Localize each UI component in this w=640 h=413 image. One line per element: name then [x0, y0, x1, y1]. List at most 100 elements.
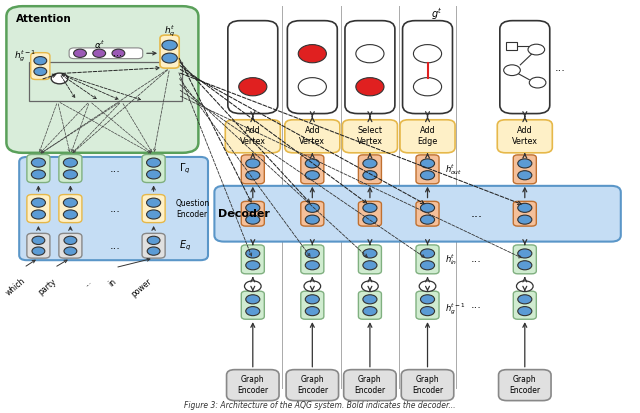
Circle shape	[516, 281, 533, 292]
Circle shape	[518, 306, 532, 316]
Circle shape	[529, 77, 546, 88]
FancyBboxPatch shape	[513, 291, 536, 319]
Text: ...: ...	[113, 48, 122, 58]
Circle shape	[64, 236, 77, 244]
Circle shape	[518, 249, 532, 258]
Circle shape	[244, 281, 261, 292]
FancyBboxPatch shape	[358, 245, 381, 274]
Text: ...: ...	[81, 277, 93, 288]
Circle shape	[63, 170, 77, 179]
FancyBboxPatch shape	[345, 21, 395, 114]
Text: Figure 3: Architecture of the AQG system. Bold indicates the decoder...: Figure 3: Architecture of the AQG system…	[184, 401, 456, 410]
FancyBboxPatch shape	[513, 202, 536, 226]
Circle shape	[363, 249, 377, 258]
FancyBboxPatch shape	[228, 21, 278, 114]
Text: Attention: Attention	[16, 14, 72, 24]
Text: Add
Edge: Add Edge	[417, 126, 438, 146]
Circle shape	[356, 45, 384, 63]
Circle shape	[63, 198, 77, 207]
Text: Graph
Encoder: Graph Encoder	[297, 375, 328, 395]
Text: $h_g^{t-1}$: $h_g^{t-1}$	[14, 48, 36, 64]
FancyBboxPatch shape	[513, 245, 536, 274]
Circle shape	[298, 45, 326, 63]
Circle shape	[420, 295, 435, 304]
Text: Select
Vertex: Select Vertex	[357, 126, 383, 146]
Text: Graph
Encoder: Graph Encoder	[509, 375, 540, 395]
Text: $E_q$: $E_q$	[179, 239, 191, 253]
Circle shape	[74, 49, 86, 57]
FancyBboxPatch shape	[214, 186, 621, 242]
FancyBboxPatch shape	[500, 21, 550, 114]
FancyBboxPatch shape	[241, 245, 264, 274]
Text: Graph
Encoder: Graph Encoder	[412, 375, 443, 395]
FancyBboxPatch shape	[301, 202, 324, 226]
Circle shape	[147, 236, 160, 244]
FancyBboxPatch shape	[241, 155, 264, 184]
Circle shape	[363, 159, 377, 168]
Text: $h_g^{t-1}$: $h_g^{t-1}$	[445, 301, 466, 317]
Circle shape	[147, 210, 161, 219]
Circle shape	[420, 306, 435, 316]
Circle shape	[420, 203, 435, 212]
Circle shape	[420, 261, 435, 270]
Text: ...: ...	[555, 63, 565, 73]
Text: $h_{in}^t$: $h_{in}^t$	[445, 252, 458, 267]
FancyBboxPatch shape	[19, 157, 208, 260]
Circle shape	[31, 210, 45, 219]
FancyBboxPatch shape	[59, 154, 82, 183]
Text: power: power	[130, 277, 154, 299]
Circle shape	[305, 306, 319, 316]
FancyBboxPatch shape	[301, 155, 324, 184]
Circle shape	[298, 78, 326, 96]
Text: ...: ...	[110, 241, 120, 251]
FancyBboxPatch shape	[301, 291, 324, 319]
FancyBboxPatch shape	[416, 202, 439, 226]
Circle shape	[518, 295, 532, 304]
Circle shape	[51, 73, 68, 84]
Text: $g^t$: $g^t$	[431, 7, 443, 22]
FancyBboxPatch shape	[287, 21, 337, 114]
FancyBboxPatch shape	[416, 291, 439, 319]
Circle shape	[305, 159, 319, 168]
Circle shape	[31, 158, 45, 167]
FancyBboxPatch shape	[358, 155, 381, 184]
Circle shape	[356, 78, 384, 96]
Circle shape	[305, 249, 319, 258]
Circle shape	[93, 49, 106, 57]
Text: party: party	[36, 277, 58, 297]
Circle shape	[528, 44, 545, 55]
FancyBboxPatch shape	[344, 370, 396, 401]
Circle shape	[147, 198, 161, 207]
Text: ...: ...	[110, 204, 120, 214]
FancyBboxPatch shape	[27, 195, 50, 223]
FancyBboxPatch shape	[59, 233, 82, 258]
FancyBboxPatch shape	[69, 48, 143, 59]
FancyBboxPatch shape	[142, 154, 165, 183]
FancyBboxPatch shape	[499, 370, 551, 401]
Text: Add
Vertex: Add Vertex	[240, 126, 266, 146]
Circle shape	[305, 261, 319, 270]
FancyBboxPatch shape	[506, 42, 517, 50]
Circle shape	[362, 281, 378, 292]
Text: $\Gamma_q$: $\Gamma_q$	[179, 161, 191, 176]
Circle shape	[63, 158, 77, 167]
Circle shape	[34, 57, 47, 65]
Circle shape	[420, 249, 435, 258]
Circle shape	[147, 158, 161, 167]
Circle shape	[518, 261, 532, 270]
FancyBboxPatch shape	[497, 120, 552, 153]
Text: Graph
Encoder: Graph Encoder	[237, 375, 268, 395]
FancyBboxPatch shape	[142, 233, 165, 258]
Text: ...: ...	[471, 300, 481, 310]
Circle shape	[305, 171, 319, 180]
FancyBboxPatch shape	[342, 120, 397, 153]
FancyBboxPatch shape	[513, 155, 536, 184]
Circle shape	[63, 210, 77, 219]
Circle shape	[363, 203, 377, 212]
Circle shape	[112, 49, 125, 57]
Circle shape	[413, 45, 442, 63]
Text: Graph
Encoder: Graph Encoder	[355, 375, 385, 395]
FancyBboxPatch shape	[301, 245, 324, 274]
FancyBboxPatch shape	[142, 195, 165, 223]
Circle shape	[162, 40, 177, 50]
